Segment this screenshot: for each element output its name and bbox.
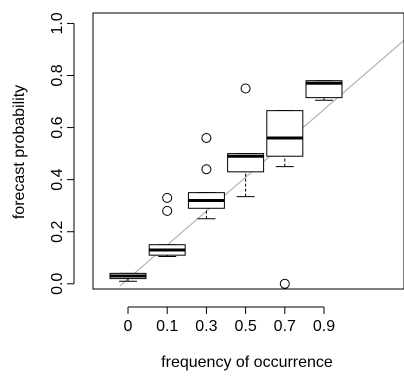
- outlier-point: [240, 83, 251, 94]
- box-0.3: [187, 132, 225, 220]
- x-tick-label: 0.3: [195, 318, 217, 335]
- x-tick-label: 0.9: [313, 318, 335, 335]
- outlier-point: [201, 132, 212, 143]
- x-axis-label: frequency of occurrence: [161, 354, 333, 371]
- outlier-point: [162, 205, 173, 216]
- x-tick-label: 0.5: [234, 318, 256, 335]
- x-axis: 0 0.1 0.3 0.5 0.7 0.9: [124, 306, 335, 335]
- box-0.5: [227, 83, 265, 198]
- outlier-point: [279, 278, 290, 289]
- plot-frame: [92, 12, 404, 290]
- y-tick-label: 0.0: [49, 273, 66, 295]
- y-tick-label: 0.6: [49, 116, 66, 138]
- outlier-point: [162, 192, 173, 203]
- box-iqr: [305, 80, 343, 99]
- box-0.1: [148, 192, 186, 257]
- box-0: [109, 272, 147, 282]
- boxes-group: [109, 80, 343, 289]
- y-tick-label: 0.4: [49, 168, 66, 190]
- box-iqr: [266, 110, 304, 157]
- box-0.7: [266, 110, 304, 289]
- x-tick-label: 0.7: [274, 318, 296, 335]
- y-axis-label: forecast probability: [11, 85, 28, 219]
- y-tick-label: 0.8: [49, 64, 66, 86]
- y-axis: 0.0 0.2 0.4 0.6 0.8 1.0: [49, 12, 75, 295]
- y-tick-label: 1.0: [49, 12, 66, 34]
- x-tick-label: 0: [124, 318, 133, 335]
- y-tick-label: 0.2: [49, 220, 66, 242]
- box-0.9: [305, 80, 343, 101]
- x-tick-label: 0.1: [156, 318, 178, 335]
- outlier-point: [201, 164, 212, 175]
- box-iqr: [227, 153, 265, 173]
